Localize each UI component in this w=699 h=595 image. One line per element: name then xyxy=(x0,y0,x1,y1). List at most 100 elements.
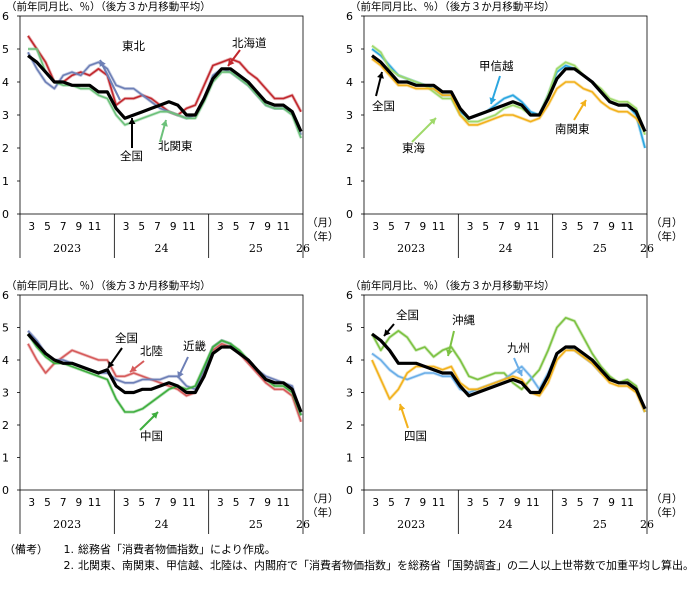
series-label: 全国 xyxy=(372,99,395,113)
x-tick-label: 7 xyxy=(154,221,161,233)
x-unit-year: （年） xyxy=(307,230,339,243)
series-line xyxy=(371,54,647,133)
series-line xyxy=(371,45,646,136)
x-year-label: 24 xyxy=(155,518,169,531)
x-tick-label: 3 xyxy=(467,221,474,233)
x-year-label: 25 xyxy=(593,518,607,531)
x-tick-label: 5 xyxy=(233,497,240,509)
y-tick-label: 4 xyxy=(2,76,9,89)
x-tick-label: 3 xyxy=(561,497,568,509)
label-arrowhead xyxy=(99,60,106,67)
y-tick-label: 0 xyxy=(346,208,353,221)
x-tick-label: 7 xyxy=(498,221,505,233)
x-tick-label: 9 xyxy=(514,497,521,509)
series-label: 甲信越 xyxy=(479,59,514,73)
x-tick-label: 5 xyxy=(388,497,395,509)
y-tick-label: 3 xyxy=(346,109,353,122)
label-arrowhead xyxy=(489,97,497,104)
y-tick-label: 2 xyxy=(346,419,353,432)
x-tick-label: 11 xyxy=(88,221,101,233)
label-arrowhead xyxy=(579,100,586,107)
x-tick-label: 11 xyxy=(277,497,290,509)
x-tick-label: 11 xyxy=(182,221,195,233)
series-label: 全国 xyxy=(396,308,419,322)
x-unit-year: （年） xyxy=(651,506,683,519)
series-line xyxy=(371,349,646,413)
x-year-label: 2023 xyxy=(53,242,81,255)
x-tick-label: 5 xyxy=(138,221,145,233)
x-tick-label: 3 xyxy=(123,497,130,509)
note-number: 2. xyxy=(63,559,75,572)
x-tick-label: 3 xyxy=(372,221,379,233)
label-leader xyxy=(99,59,121,101)
x-year-label: 25 xyxy=(249,518,263,531)
x-year-label: 24 xyxy=(155,242,169,255)
y-tick-label: 1 xyxy=(2,175,9,188)
x-tick-label: 7 xyxy=(404,221,411,233)
x-tick-label: 3 xyxy=(217,497,224,509)
series-line xyxy=(27,54,303,133)
x-tick-label: 11 xyxy=(88,497,101,509)
y-tick-label: 0 xyxy=(2,484,9,497)
x-tick-label: 7 xyxy=(60,221,67,233)
label-arrowhead xyxy=(177,371,184,378)
series-label: 東北 xyxy=(122,39,145,53)
x-tick-label: 7 xyxy=(60,497,67,509)
x-unit-month: （月） xyxy=(307,217,339,229)
series-line xyxy=(27,35,302,116)
series-label: 北陸 xyxy=(140,344,163,358)
label-arrowhead xyxy=(429,118,436,125)
x-tick-label: 11 xyxy=(432,497,445,509)
x-unit-year: （年） xyxy=(307,506,339,519)
y-tick-label: 4 xyxy=(2,354,9,367)
x-year-label: 24 xyxy=(499,518,513,531)
x-tick-label: 9 xyxy=(420,497,427,509)
label-arrowhead xyxy=(377,72,384,79)
chart-title: （前年同月比、％）（後方３か月移動平均） xyxy=(350,279,555,292)
x-year-label: 2023 xyxy=(53,518,81,531)
chart-title: （前年同月比、％）（後方３か月移動平均） xyxy=(350,0,555,13)
label-arrowhead xyxy=(228,59,235,66)
series-label: 全国 xyxy=(120,149,143,163)
x-tick-label: 5 xyxy=(138,497,145,509)
note-1: （備考） 1. 総務省「消費者物価指数」により作成。 xyxy=(4,542,694,558)
y-tick-label: 0 xyxy=(346,484,353,497)
notes: （備考） 1. 総務省「消費者物価指数」により作成。 2. 北関東、南関東、甲信… xyxy=(4,542,694,574)
x-unit-month: （月） xyxy=(651,493,683,505)
x-tick-label: 9 xyxy=(76,497,83,509)
label-arrowhead xyxy=(446,349,453,356)
series-label: 東海 xyxy=(402,141,425,155)
x-unit-year: （年） xyxy=(651,230,683,243)
y-tick-label: 2 xyxy=(2,419,9,432)
y-tick-label: 6 xyxy=(2,10,9,23)
plot-frame xyxy=(19,294,304,491)
x-year-label: 2023 xyxy=(397,518,425,531)
y-tick-label: 5 xyxy=(2,322,9,335)
note-text: 総務省「消費者物価指数」により作成。 xyxy=(78,543,276,556)
x-year-label: 24 xyxy=(499,242,513,255)
x-tick-label: 9 xyxy=(608,221,615,233)
label-arrowhead xyxy=(108,361,115,368)
y-tick-label: 5 xyxy=(346,322,353,335)
x-tick-label: 11 xyxy=(526,497,539,509)
x-tick-label: 3 xyxy=(372,497,379,509)
plot-frame xyxy=(363,294,648,491)
series-label: 沖縄 xyxy=(452,313,475,327)
x-unit-month: （月） xyxy=(307,493,339,505)
y-tick-label: 6 xyxy=(346,10,353,23)
x-tick-label: 7 xyxy=(248,221,255,233)
x-year-label: 26 xyxy=(640,518,654,531)
x-tick-label: 3 xyxy=(561,221,568,233)
x-tick-label: 5 xyxy=(44,497,51,509)
label-arrowhead xyxy=(161,120,168,127)
y-tick-label: 1 xyxy=(346,452,353,465)
chart-title: （前年同月比、％）（後方３か月移動平均） xyxy=(6,279,211,292)
series-label: 近畿 xyxy=(183,339,206,353)
x-tick-label: 7 xyxy=(154,497,161,509)
series-label: 北海道 xyxy=(232,36,267,50)
note-text: 北関東、南関東、甲信越、北陸は、内閣府で「消費者物価指数」を総務省「国勢調査」の… xyxy=(78,559,694,572)
y-tick-label: 3 xyxy=(2,109,9,122)
